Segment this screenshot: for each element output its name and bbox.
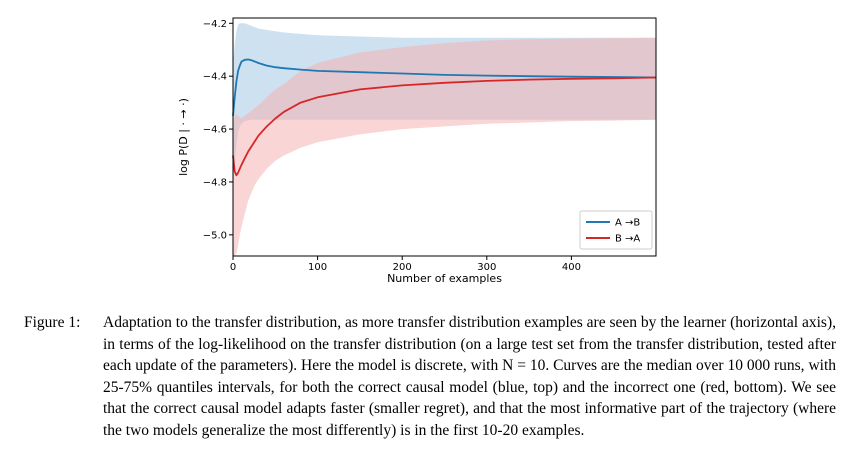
x-tick-label: 400 <box>562 262 581 273</box>
y-tick-label: −4.6 <box>203 125 227 136</box>
legend: A →B B →A <box>579 210 653 250</box>
y-tick-label: −4.4 <box>203 72 227 83</box>
median-line-0 <box>232 58 657 116</box>
chart: 0 100 200 300 400 −5.0 −4.8 −4.6 −4.4 −4.2 Numbe… <box>177 17 657 285</box>
x-axis-ticks: 0 100 200 300 400 <box>230 256 581 273</box>
x-tick-label: 200 <box>393 262 412 273</box>
y-tick-label: −5.0 <box>203 230 227 241</box>
y-axis-ticks: −5.0 −4.8 −4.6 −4.4 −4.2 <box>203 19 233 241</box>
median-line-1 <box>232 76 657 177</box>
legend-box <box>579 210 653 250</box>
median-lines <box>232 58 657 177</box>
legend-label-b-to-a: B →A <box>615 234 640 245</box>
plot-frame <box>232 17 657 257</box>
figure-caption: Figure 1: Adaptation to the transfer dis… <box>24 312 836 441</box>
quantile-bands <box>233 23 656 256</box>
x-tick-label: 0 <box>230 262 236 273</box>
caption-label: Figure 1: <box>24 314 81 331</box>
caption-text: Adaptation to the transfer distribution,… <box>103 314 836 439</box>
y-tick-label: −4.8 <box>203 177 227 188</box>
y-tick-label: −4.2 <box>203 19 227 30</box>
x-axis-label: Number of examples <box>387 272 502 285</box>
legend-label-a-to-b: A →B <box>615 218 640 229</box>
quantile-band-1 <box>233 37 656 256</box>
x-tick-label: 100 <box>308 262 327 273</box>
x-tick-label: 300 <box>477 262 496 273</box>
y-axis-label: log P(D | · → ·) <box>177 98 190 176</box>
